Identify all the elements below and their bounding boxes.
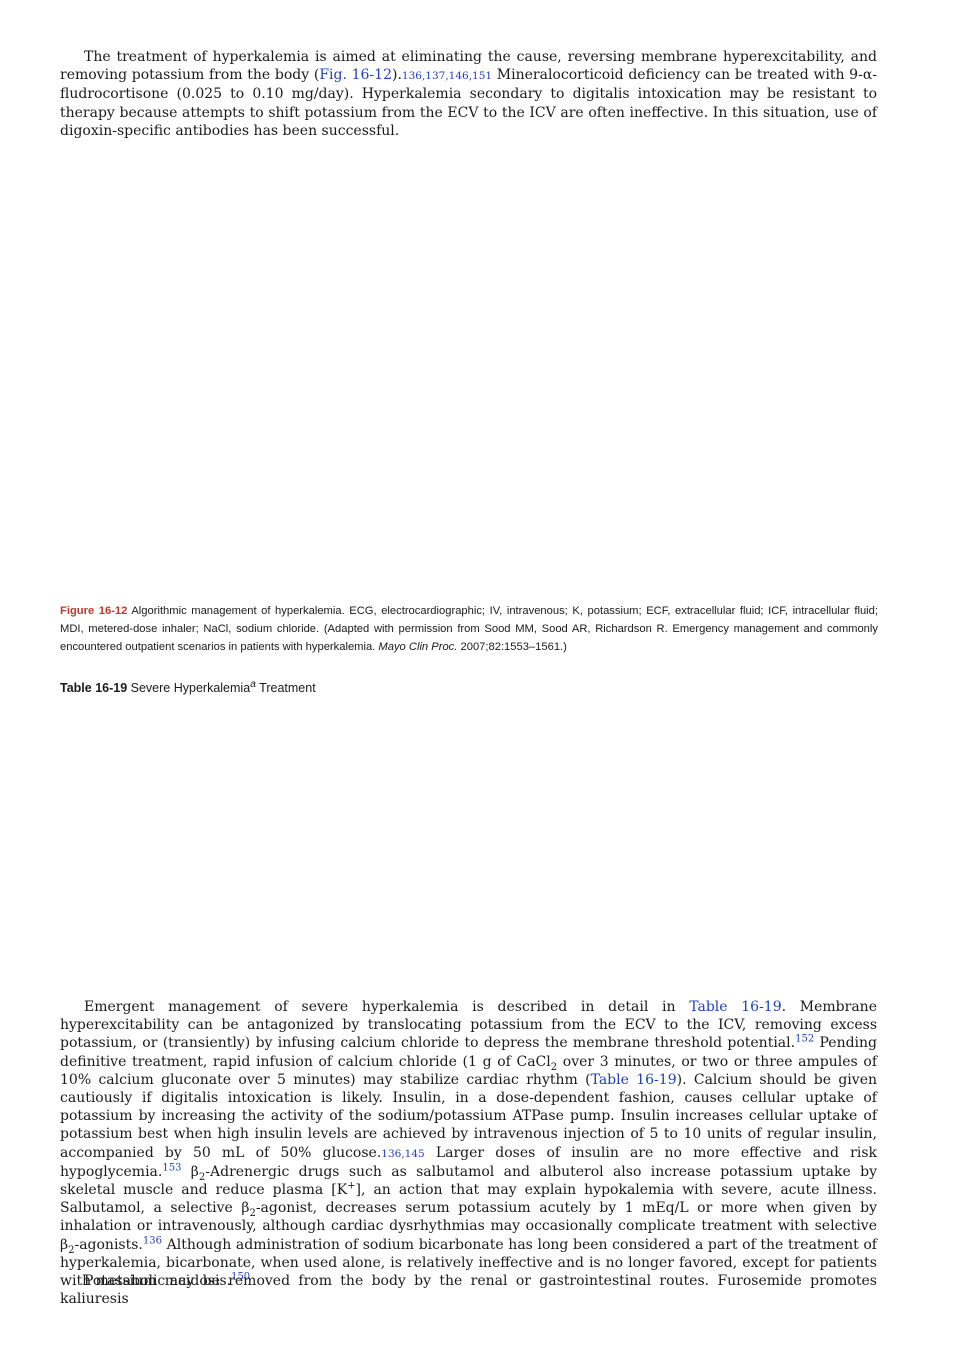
table-link[interactable]: Table 16-19 — [689, 999, 782, 1015]
subscript: 2 — [68, 1244, 75, 1256]
figure-link[interactable]: Fig. 16-12 — [319, 67, 392, 84]
subscript: 2 — [249, 1208, 256, 1220]
management-paragraph: Emergent management of severe hyperkalem… — [60, 998, 877, 1290]
text-run: Larger doses of insulin are no more effe… — [60, 1144, 877, 1180]
text-run: Mineralocorticoid deficiency can be trea… — [60, 67, 878, 139]
subscript: 2 — [198, 1171, 206, 1183]
figure-label: Figure 16-12 — [60, 605, 128, 617]
table-title: Table 16-19 Severe Hyperkalemiaa Treatme… — [60, 679, 316, 695]
text-run: over 3 minutes, or two or three ampules … — [60, 1053, 877, 1088]
citation-link[interactable]: 136 — [142, 1234, 162, 1246]
figure-caption: Figure 16-12 Algorithmic management of h… — [60, 602, 878, 656]
footnote-marker: a — [250, 679, 256, 690]
subscript: 2 — [550, 1061, 558, 1073]
text-run: -agonist, decreases serum potassium acut… — [60, 1200, 877, 1253]
text-run: ). — [391, 67, 402, 84]
text-run: Although administration of sodium bicarb… — [60, 1236, 877, 1290]
citation-link[interactable]: 153 — [162, 1162, 182, 1174]
table-placeholder — [60, 705, 878, 990]
table-title-text: Treatment — [255, 681, 316, 696]
table-label: Table 16-19 — [60, 681, 128, 696]
text-run: The treatment of hyperkalemia is aimed a… — [60, 49, 877, 84]
journal-name: Mayo Clin Proc. — [378, 641, 458, 653]
intro-paragraph: The treatment of hyperkalemia is aimed a… — [60, 48, 877, 140]
text-run: Emergent management of severe hyperkalem… — [84, 999, 690, 1015]
citation-link[interactable]: 136,137,146,151 — [401, 70, 493, 83]
table-link[interactable]: Table 16-19 — [590, 1071, 677, 1088]
superscript: + — [347, 1180, 356, 1192]
removal-paragraph: Potassium may be removed from the body b… — [60, 1272, 877, 1308]
text-run: β — [181, 1163, 199, 1180]
text-run: . Membrane hyperexcitability can be anta… — [60, 999, 877, 1052]
citation-link[interactable]: 136,145 — [381, 1147, 425, 1160]
citation-link[interactable]: 152 — [795, 1033, 815, 1045]
table-title-text: Severe Hyperkalemia — [127, 681, 251, 696]
text-run: Pending definitive treatment, rapid infu… — [60, 1035, 878, 1070]
caption-text: Algorithmic management of hyperkalemia. … — [60, 605, 878, 653]
text-run: ], an action that may explain hypokalemi… — [60, 1182, 877, 1217]
citation-link[interactable]: 150 — [231, 1271, 251, 1283]
text-run: ). Calcium should be given cautiously if… — [60, 1071, 877, 1161]
text-run: -agonists. — [74, 1236, 143, 1253]
text-run: -Adrenergic drugs such as salbutamol and… — [60, 1163, 878, 1199]
figure-placeholder — [60, 150, 878, 590]
text-run: Potassium may be removed from the body b… — [60, 1273, 877, 1308]
caption-reference: 2007;82:1553–1561.) — [457, 641, 567, 653]
